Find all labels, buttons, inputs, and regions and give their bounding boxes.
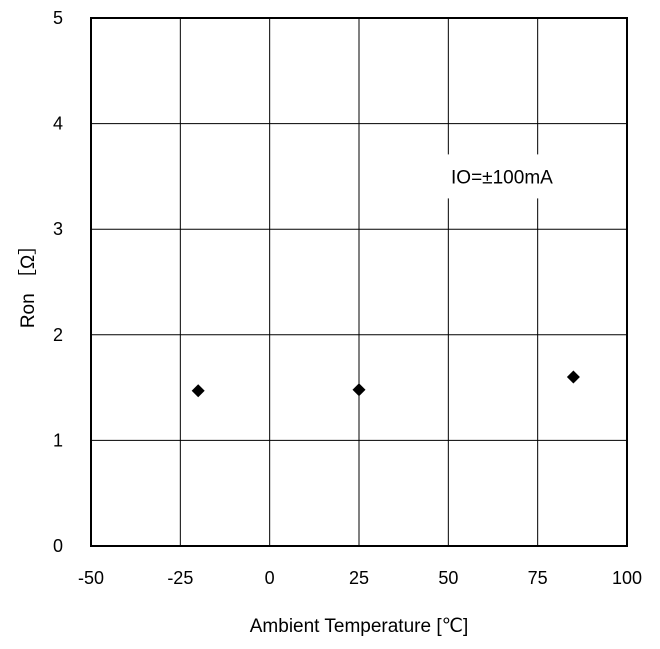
y-tick-label: 4 (53, 114, 63, 134)
x-tick-label: -25 (167, 568, 193, 588)
x-tick-label: -50 (78, 568, 104, 588)
data-point-marker (352, 383, 366, 397)
x-axis-label: Ambient Temperature [℃] (250, 616, 468, 637)
x-tick-label: 25 (349, 568, 369, 588)
y-tick-label: 3 (53, 219, 63, 239)
annotation-box (419, 154, 584, 199)
y-tick-label: 5 (53, 8, 63, 28)
data-point-marker (566, 370, 580, 384)
annotations: IO=±100mA (419, 154, 584, 199)
y-tick-label: 2 (53, 325, 63, 345)
annotation-label: IO=±100mA (451, 167, 553, 188)
y-tick-label: 1 (53, 430, 63, 450)
x-tick-label: 75 (528, 568, 548, 588)
x-tick-label: 100 (612, 568, 642, 588)
y-axis-label: Ron ［Ω］ (17, 236, 39, 328)
data-points (191, 370, 580, 398)
tick-labels: -50 -25 0 25 50 75 100 0 1 2 3 4 5 (53, 8, 642, 588)
data-point-marker (191, 384, 205, 398)
grid-lines (91, 18, 627, 546)
x-tick-label: 0 (265, 568, 275, 588)
x-tick-label: 50 (438, 568, 458, 588)
y-tick-label: 0 (53, 536, 63, 556)
plot-frame (90, 17, 628, 547)
